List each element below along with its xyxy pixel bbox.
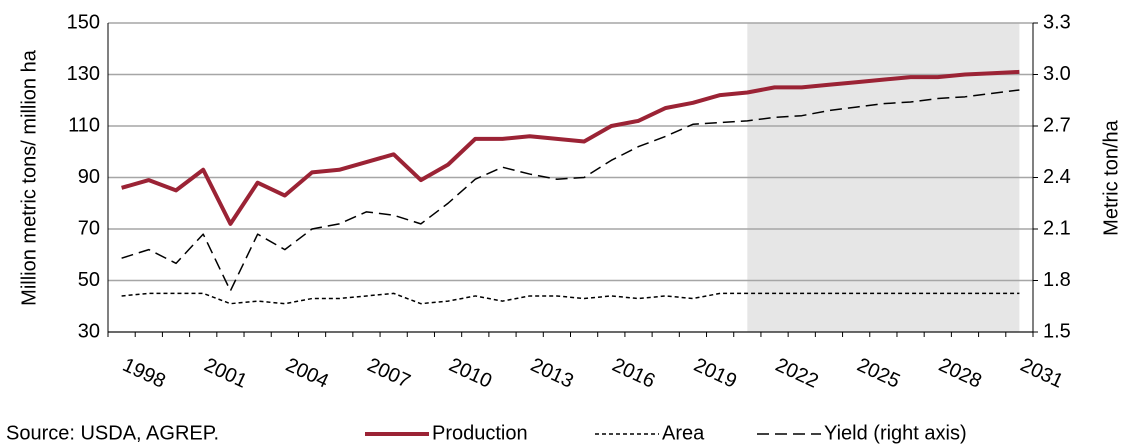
y2-tick-label: 1.5 [1043,320,1071,342]
x-tick-label: 2004 [282,354,332,393]
legend-label: Area [662,422,705,444]
y2-tick-label: 3.0 [1043,63,1071,85]
y2-axis-title: Metric ton/ha [1100,119,1122,235]
y-tick-label: 70 [78,217,100,239]
x-tick-label: 2010 [446,354,496,393]
x-tick-label: 2031 [1017,354,1067,393]
y-tick-label: 110 [68,114,100,136]
x-tick-label: 2013 [527,354,577,393]
y-axis-title: Million metric tons/ million ha [18,49,40,306]
y-tick-label: 90 [78,166,100,188]
y2-tick-label: 2.1 [1043,217,1071,239]
x-tick-label: 2001 [201,354,251,393]
x-tick-label: 2019 [690,354,740,393]
x-tick-label: 1998 [119,354,169,393]
y-tick-label: 50 [78,269,100,291]
x-tick-label: 2028 [935,354,985,393]
y2-tick-label: 2.4 [1043,166,1071,188]
legend-label: Yield (right axis) [824,422,967,444]
y2-tick-label: 1.8 [1043,269,1071,291]
y2-tick-label: 3.3 [1043,11,1071,33]
y-tick-label: 30 [78,320,100,342]
legend-label: Production [432,422,528,444]
y-tick-label: 150 [67,11,100,33]
x-tick-label: 2022 [772,354,822,393]
line-series [121,89,1020,292]
y-tick-label: 130 [67,63,100,85]
x-tick-label: 2025 [854,354,904,393]
source-note: Source: USDA, AGREP. [6,422,219,444]
line-series [121,69,1020,226]
x-tick-label: 2007 [364,354,414,393]
y2-tick-label: 2.7 [1043,114,1071,136]
line-series [121,292,1020,305]
x-tick-label: 2016 [609,354,659,393]
